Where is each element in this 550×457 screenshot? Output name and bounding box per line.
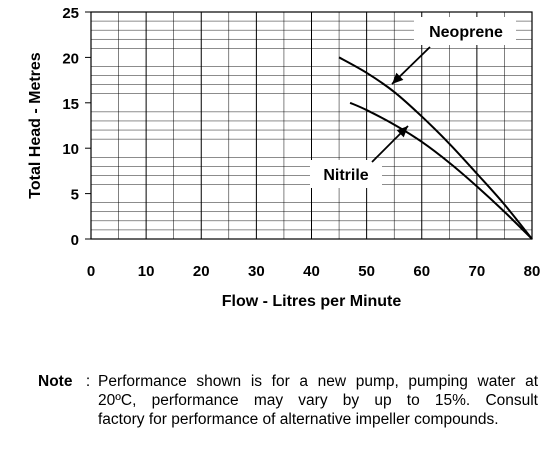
note-line: factory for performance of alternative i… [98,411,499,428]
x-tick-label: 50 [358,263,375,280]
arrowhead-icon [396,126,408,138]
x-tick-label: 20 [193,263,210,280]
callouts: Neoprene Nitrile [310,17,516,188]
y-tick-label: 20 [62,50,79,67]
x-tick-label: 80 [524,263,541,280]
x-tick-label: 70 [469,263,486,280]
note-line: Performance shown is for a new pump, pum… [98,373,538,390]
note-text: Performance shown is for a new pump, pum… [98,372,538,429]
y-tick-label: 5 [71,187,79,204]
note-line: 20ºC, performance may vary by up to 15%.… [98,392,538,409]
x-axis-title: Flow - Litres per Minute [222,293,402,310]
x-tick-label: 30 [248,263,265,280]
callout-box-nitrile [310,160,382,188]
performance-note: Note: Performance shown is for a new pum… [38,372,546,429]
y-tick-label: 15 [62,96,79,113]
y-tick-label: 25 [62,5,79,22]
note-separator: : [85,373,91,390]
series-line-neoprene [338,56,533,240]
plot-frame [90,11,533,240]
y-axis-title: Total Head - Metres [27,52,44,199]
callout-box-neoprene [414,17,516,45]
tick-labels: 0 10 20 30 40 50 60 70 80 0 5 10 15 20 25 [62,5,540,280]
x-tick-label: 0 [87,263,95,280]
x-tick-label: 40 [303,263,320,280]
y-tick-label: 10 [62,141,79,158]
x-tick-label: 10 [138,263,155,280]
grid [85,11,533,240]
series-label-nitrile: Nitrile [323,167,368,184]
x-tick-label: 60 [413,263,430,280]
series-line-nitrile [349,101,533,240]
series-label-neoprene: Neoprene [429,24,503,41]
arrowhead-icon [392,72,404,84]
note-label: Note [38,373,73,390]
curves [338,56,533,240]
y-tick-label: 0 [71,232,79,249]
